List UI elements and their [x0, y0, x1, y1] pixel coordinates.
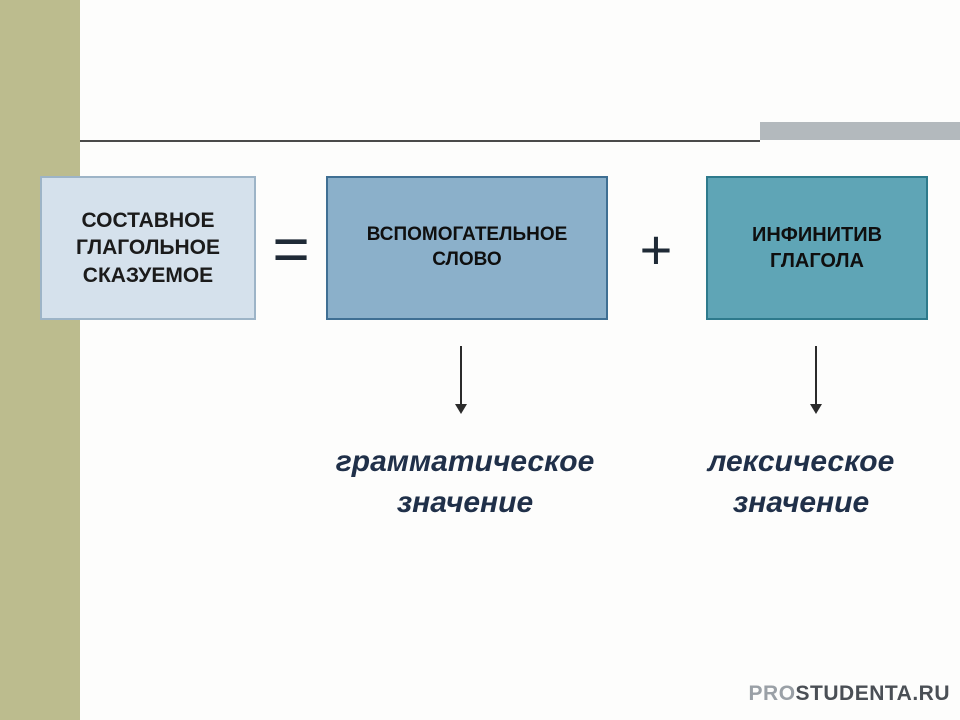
plus-operator: +	[616, 214, 696, 284]
label-lexical-text: лексическое значение	[708, 445, 895, 519]
label-grammatical-text: грамматическое значение	[336, 445, 595, 519]
box-right-text: ИНФИНИТИВ ГЛАГОЛА	[752, 222, 882, 274]
arrow-down-grammatical	[460, 346, 462, 412]
accent-bar	[760, 122, 960, 140]
box-auxiliary-word: ВСПОМОГАТЕЛЬНОЕ СЛОВО	[326, 176, 608, 320]
watermark: PROSTUDENTA.RU	[749, 682, 950, 706]
label-grammatical-meaning: грамматическое значение	[300, 442, 630, 523]
watermark-prefix: PRO	[749, 682, 796, 705]
box-compound-verbal-predicate: СОСТАВНОЕ ГЛАГОЛЬНОЕ СКАЗУЕМОЕ	[40, 176, 256, 320]
box-infinitive-verb: ИНФИНИТИВ ГЛАГОЛА	[706, 176, 928, 320]
left-sidebar-strip	[0, 0, 80, 720]
equals-operator: =	[258, 214, 324, 284]
box-mid-text: ВСПОМОГАТЕЛЬНОЕ СЛОВО	[367, 223, 568, 272]
plus-sign: +	[640, 217, 673, 282]
diagram-canvas: СОСТАВНОЕ ГЛАГОЛЬНОЕ СКАЗУЕМОЕ = ВСПОМОГ…	[0, 0, 960, 720]
watermark-suffix: STUDENTA.RU	[796, 682, 950, 705]
arrow-down-lexical	[815, 346, 817, 412]
equals-sign: =	[272, 212, 309, 286]
horizontal-rule	[80, 140, 760, 142]
box-left-text: СОСТАВНОЕ ГЛАГОЛЬНОЕ СКАЗУЕМОЕ	[76, 207, 220, 289]
label-lexical-meaning: лексическое значение	[646, 442, 956, 523]
